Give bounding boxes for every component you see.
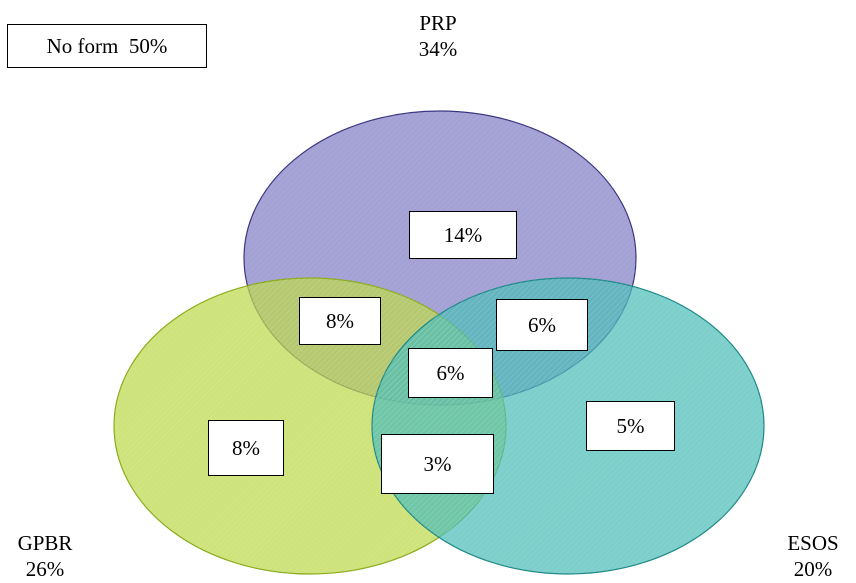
region-prp-only: 14% [409,211,517,259]
region-prp-esos: 6% [496,299,588,351]
esos-set-label: ESOS 20% [770,530,856,582]
gpbr-name: GPBR [17,531,73,555]
no-form-box: No form 50% [7,24,207,68]
region-esos-only: 5% [586,401,675,451]
gpbr-total: 26% [25,557,65,581]
prp-set-label: PRP 34% [396,10,480,62]
region-gpbr-esos: 3% [381,434,494,494]
no-form-spacer [118,34,129,59]
no-form-value: 50% [128,33,168,58]
region-all-three: 6% [408,348,493,398]
prp-total: 34% [418,37,458,61]
prp-name: PRP [419,11,457,35]
esos-total: 20% [793,557,833,581]
gpbr-set-label: GPBR 26% [2,530,88,582]
esos-name: ESOS [787,531,839,555]
region-prp-gpbr: 8% [299,297,381,345]
no-form-label: No form [46,33,119,58]
region-gpbr-only: 8% [208,420,284,476]
